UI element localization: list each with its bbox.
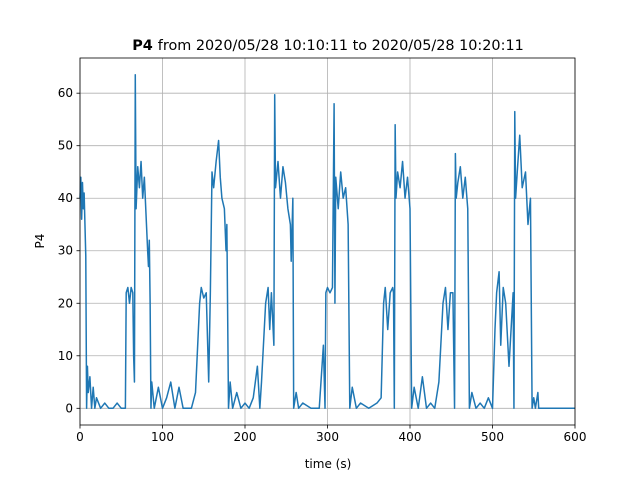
title-text: from 2020/05/28 10:10:11 to 2020/05/28 1…: [158, 38, 524, 54]
y-tick-label: 0: [65, 401, 73, 415]
y-tick-label: 20: [58, 296, 73, 310]
x-tick-label: 0: [76, 430, 84, 444]
plot-frame: [79, 57, 576, 426]
x-tick-label: 300: [316, 430, 339, 444]
y-tick-label: 10: [58, 349, 73, 363]
x-tick-label: 100: [151, 430, 174, 444]
y-tick-label: 50: [58, 139, 73, 153]
x-tick-label: 500: [481, 430, 504, 444]
y-tick-label: 30: [58, 244, 73, 258]
y-tick-label: 60: [58, 86, 73, 100]
y-tick-label: 40: [58, 191, 73, 205]
data-line: [79, 74, 575, 410]
x-tick-label: 400: [399, 430, 422, 444]
x-tick-label: 200: [234, 430, 257, 444]
x-axis-label: time (s): [305, 457, 352, 471]
x-tick-label: 600: [564, 430, 587, 444]
chart-title: P4 from 2020/05/28 10:10:11 to 2020/05/28…: [132, 38, 524, 54]
y-axis-label: P4: [33, 234, 47, 249]
title-prefix: P4: [132, 38, 153, 54]
